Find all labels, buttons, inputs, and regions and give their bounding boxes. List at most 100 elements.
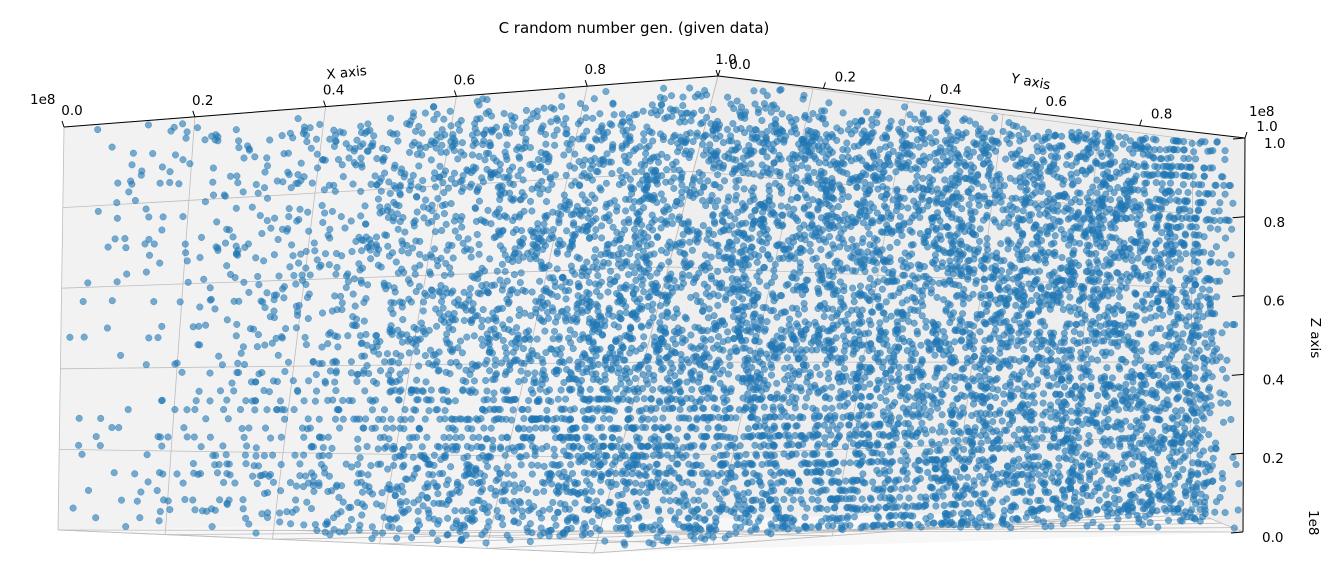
scatter-point: [488, 281, 496, 290]
scatter-point: [1207, 445, 1215, 453]
scatter-point: [1032, 201, 1040, 209]
scatter-point: [571, 499, 579, 507]
scatter-point: [532, 305, 540, 313]
scatter-point: [532, 489, 540, 497]
scatter-point: [537, 514, 546, 522]
scatter-point: [724, 370, 733, 378]
scatter-point: [413, 348, 421, 356]
scatter-point: [784, 387, 792, 395]
scatter-point: [630, 488, 639, 496]
scatter-point: [682, 315, 690, 323]
scatter-point: [1199, 285, 1207, 293]
scatter-point: [503, 141, 511, 149]
scatter-point: [216, 387, 225, 395]
scatter-point: [533, 112, 541, 121]
scatter-point: [303, 498, 311, 506]
scatter-point: [1023, 129, 1031, 138]
scatter-point: [1212, 243, 1220, 251]
scatter-point: [926, 447, 934, 456]
scatter-point: [1188, 269, 1196, 277]
scatter-point: [469, 434, 477, 442]
scatter-point: [421, 415, 429, 423]
scatter-point: [401, 416, 409, 424]
scatter-point: [625, 151, 633, 159]
scatter-point: [517, 367, 525, 375]
scatter-point: [1102, 320, 1110, 328]
scatter-point: [931, 351, 939, 359]
scatter-point: [786, 504, 795, 512]
scatter-point: [797, 185, 805, 193]
scatter-point: [1039, 390, 1048, 398]
scatter-point: [607, 158, 615, 166]
scatter-point: [255, 281, 263, 289]
scatter-point: [1147, 329, 1156, 337]
scatter-point: [491, 491, 499, 499]
scatter-point: [964, 509, 972, 517]
scatter-point: [433, 358, 441, 366]
scatter-point: [413, 208, 421, 216]
scatter-point: [480, 424, 488, 432]
scatter-point: [494, 513, 502, 521]
scatter-point: [554, 395, 562, 403]
scatter-point: [670, 184, 678, 192]
scatter-point: [732, 529, 740, 537]
scatter-point: [765, 182, 773, 190]
scatter-point: [685, 359, 693, 367]
scatter-point: [324, 433, 332, 441]
scatter-point: [1000, 256, 1008, 265]
scatter-point: [486, 367, 494, 375]
scatter-point: [705, 509, 713, 517]
scatter-point: [589, 114, 597, 122]
scatter-point: [992, 326, 1000, 334]
scatter-point: [618, 110, 626, 118]
scatter-point: [519, 176, 527, 184]
scatter-point: [510, 271, 518, 279]
scatter-point: [924, 468, 932, 476]
scatter-point: [362, 295, 370, 303]
scatter-point: [450, 169, 459, 177]
scatter-point: [1229, 453, 1237, 462]
scatter-point: [515, 305, 524, 314]
scatter-point: [1176, 266, 1184, 274]
scatter-point: [434, 537, 442, 545]
scatter-point: [1116, 277, 1124, 285]
grid-line-floor: [593, 509, 1191, 554]
scatter-point: [591, 246, 600, 254]
scatter-point: [1061, 447, 1069, 455]
scatter-point: [263, 406, 271, 414]
scatter-point: [1196, 433, 1204, 441]
scatter-point: [1051, 232, 1059, 240]
scatter-point: [1015, 273, 1023, 281]
scatter-point: [777, 202, 785, 210]
scatter-point: [422, 143, 430, 151]
scatter-point: [444, 184, 452, 192]
scatter-point: [263, 194, 272, 202]
scatter-point: [875, 335, 883, 343]
scatter-point: [1179, 181, 1187, 189]
scatter-point: [209, 178, 217, 186]
scatter-point: [550, 445, 558, 453]
scatter-point: [1185, 440, 1193, 448]
scatter-point: [840, 459, 848, 467]
scatter-point: [549, 234, 557, 242]
scatter-point: [498, 260, 506, 268]
scatter-point: [389, 445, 397, 453]
scatter-point: [780, 495, 788, 503]
scatter-point: [1152, 178, 1160, 187]
scatter-point: [78, 450, 86, 458]
scatter-point: [813, 363, 821, 372]
scatter-point: [374, 445, 382, 453]
scatter-point: [482, 435, 490, 443]
scatter-point: [324, 340, 332, 348]
scatter-point: [405, 442, 413, 450]
scatter-point: [540, 220, 548, 228]
scatter-point: [963, 473, 971, 481]
scatter-point: [528, 207, 536, 215]
scatter-point: [1081, 337, 1089, 345]
scatter-point: [401, 406, 409, 414]
scatter-point: [484, 316, 492, 324]
scatter-point: [496, 195, 504, 204]
scatter-point: [142, 205, 150, 213]
scatter-point: [1183, 197, 1191, 205]
scatter-point: [294, 115, 302, 123]
